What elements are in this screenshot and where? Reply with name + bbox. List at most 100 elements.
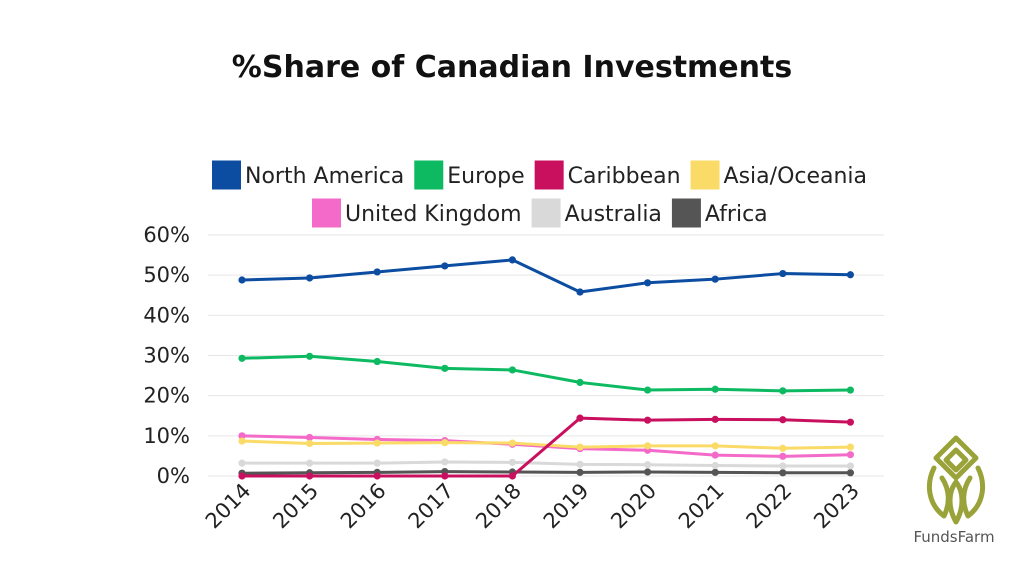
- legend-item-north-america: North America: [212, 160, 404, 190]
- legend-label: United Kingdom: [345, 202, 522, 227]
- y-tick-label: 30%: [143, 344, 190, 368]
- legend-item-europe: Europe: [414, 160, 525, 190]
- data-point: [441, 262, 449, 270]
- data-point: [779, 462, 787, 470]
- series-line: [242, 416, 851, 478]
- series-caribbean: [238, 414, 855, 480]
- legend-label: Caribbean: [568, 164, 681, 189]
- x-tick-label: 2023: [809, 479, 864, 534]
- data-point: [306, 472, 314, 480]
- y-tick-label: 40%: [143, 303, 190, 327]
- data-point: [441, 439, 449, 447]
- data-point: [711, 468, 719, 476]
- data-point: [576, 414, 584, 422]
- x-tick-label: 2014: [201, 479, 256, 534]
- legend-swatch: [212, 160, 241, 190]
- data-point: [846, 443, 855, 451]
- data-point: [711, 385, 719, 393]
- data-point: [306, 352, 314, 360]
- data-point: [779, 387, 787, 395]
- data-point: [711, 275, 719, 283]
- data-point: [373, 357, 381, 366]
- data-point: [576, 468, 584, 476]
- legend-item-africa: Africa: [671, 198, 768, 228]
- data-point: [779, 469, 787, 477]
- data-point: [846, 451, 855, 459]
- legend-item-asia-oceania: Asia/Oceania: [690, 160, 867, 190]
- data-point: [238, 437, 246, 445]
- data-point: [711, 415, 719, 423]
- data-point: [576, 460, 584, 468]
- x-tick-label: 2019: [539, 479, 594, 534]
- x-tick-label: 2022: [742, 479, 797, 534]
- data-point: [644, 461, 652, 469]
- data-point: [238, 432, 246, 440]
- series-line: [241, 354, 851, 393]
- data-point: [711, 442, 719, 450]
- data-point: [644, 468, 652, 476]
- data-point: [306, 433, 314, 442]
- series-australia: [238, 458, 855, 470]
- y-tick-label: 0%: [157, 464, 190, 488]
- legend-item-united-kingdom: United Kingdom: [312, 198, 522, 228]
- data-point: [846, 469, 855, 477]
- series-line: [241, 439, 851, 450]
- data-point: [373, 472, 381, 480]
- data-point: [779, 452, 787, 460]
- x-tick-label: 2017: [404, 479, 459, 534]
- data-point: [779, 269, 787, 278]
- legend-item-australia: Australia: [531, 198, 662, 228]
- x-tick-label: 2015: [268, 479, 323, 534]
- data-point: [508, 439, 516, 447]
- data-point: [306, 274, 314, 282]
- data-point: [508, 366, 516, 374]
- legend-label: Africa: [705, 202, 768, 227]
- data-point: [238, 459, 246, 467]
- fundsfarm-leaf-logo-icon: [926, 435, 986, 525]
- x-axis-ticks: 2014 2015 2016 2017 2018 2019 2020 2021 2022 2023: [201, 479, 864, 534]
- legend-swatch: [414, 160, 444, 190]
- series-line: [242, 460, 851, 468]
- data-point: [644, 279, 652, 287]
- x-tick-label: 2021: [674, 479, 729, 534]
- data-point: [441, 364, 449, 372]
- data-point: [508, 256, 516, 264]
- series-europe: [238, 352, 855, 395]
- legend-swatch: [690, 160, 720, 190]
- data-point: [846, 386, 855, 394]
- y-tick-label: 20%: [143, 384, 190, 408]
- legend-label: North America: [245, 164, 404, 189]
- data-point: [306, 459, 314, 467]
- legend-label: Europe: [447, 164, 524, 189]
- x-tick-label: 2020: [606, 479, 661, 534]
- series-north-america: [238, 256, 855, 296]
- data-point: [508, 472, 516, 480]
- x-tick-label: 2016: [336, 479, 391, 534]
- y-tick-label: 60%: [143, 223, 190, 247]
- data-point: [373, 439, 381, 447]
- series-asia-oceania: [238, 437, 855, 452]
- data-point: [238, 276, 246, 284]
- data-point: [441, 472, 449, 480]
- data-point: [711, 451, 719, 459]
- data-point: [508, 458, 516, 466]
- chart-title: %Share of Canadian Investments: [231, 50, 793, 85]
- data-point: [644, 442, 652, 450]
- y-tick-label: 10%: [143, 424, 190, 448]
- series-line: [241, 258, 851, 294]
- data-point: [846, 271, 855, 279]
- data-point: [644, 416, 652, 424]
- data-point: [846, 418, 855, 426]
- data-point: [779, 416, 787, 424]
- data-point: [779, 444, 787, 452]
- data-point: [576, 443, 584, 451]
- chart-legend: North America Europe Caribbean Asia/Oceania…: [212, 160, 867, 228]
- legend-swatch: [534, 160, 564, 190]
- legend-label: Australia: [565, 202, 662, 227]
- legend-swatch: [531, 198, 561, 228]
- data-point: [711, 461, 719, 470]
- data-point: [373, 268, 381, 276]
- legend-swatch: [671, 198, 701, 228]
- legend-swatch: [312, 198, 341, 228]
